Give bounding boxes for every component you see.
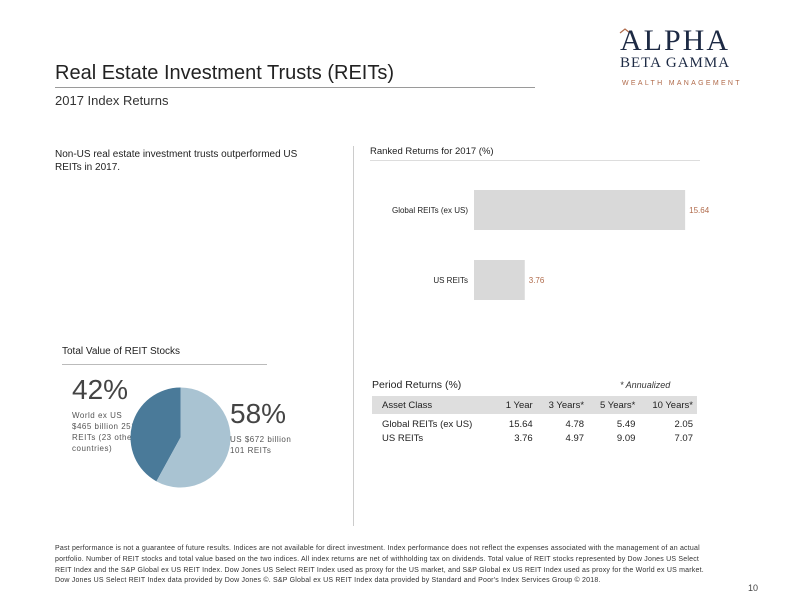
column-header: Asset Class — [372, 396, 496, 414]
world-description: World ex US $465 billion 251 REITs (23 o… — [72, 411, 137, 453]
page-number: 10 — [748, 583, 759, 593]
disclaimer-text: Past performance is not a guarantee of f… — [55, 545, 704, 585]
intro-text: Non-US real estate investment trusts out… — [55, 149, 298, 173]
pie-slice-0 — [130, 387, 181, 482]
column-header: 10 Years* — [639, 396, 697, 414]
total-value-divider — [62, 364, 267, 365]
column-header: 1 Year — [495, 396, 537, 414]
column-header: 3 Years* — [536, 396, 589, 414]
us-percent: 58% — [230, 398, 287, 429]
table-cell: 4.97 — [565, 432, 585, 444]
bar-value-label: 15.64 — [689, 206, 710, 215]
table-cell: 5.49 — [616, 418, 636, 430]
logo-wealth-management: WEALTH MANAGEMENT — [622, 80, 742, 87]
table-cell: 3.76 — [514, 432, 533, 444]
period-returns-title: Period Returns (%) — [372, 379, 462, 391]
page-title: Real Estate Investment Trusts (REITs) — [55, 62, 394, 84]
column-header: 5 Years* — [588, 396, 640, 414]
table-row: Global REITs (ex US) 15.64 4.78 5.49 2.0… — [372, 414, 697, 431]
table-cell: 4.78 — [565, 418, 585, 430]
logo-beta-gamma: BETA GAMMA — [620, 55, 731, 71]
total-value-title: Total Value of REIT Stocks — [62, 346, 181, 357]
bar-value-label: 3.76 — [529, 276, 545, 285]
bar-category-label: US REITs — [433, 276, 468, 285]
annualized-note: * Annualized — [620, 380, 671, 390]
table-cell: Global REITs (ex US) — [382, 418, 473, 430]
table-cell: 15.64 — [508, 418, 533, 430]
ranked-returns-chart: Global REITs (ex US) 15.64 US REITs 3.76 — [392, 190, 710, 300]
ranked-returns-divider — [370, 160, 700, 161]
table-cell: 2.05 — [674, 418, 694, 430]
column-divider — [353, 146, 354, 526]
bar-category-label: Global REITs (ex US) — [392, 206, 468, 215]
logo-accent-icon — [619, 28, 631, 34]
table-row: US REITs 3.76 4.97 9.09 7.07 — [372, 431, 697, 445]
reit-value-pie-chart — [130, 387, 231, 488]
bar-1 — [474, 260, 525, 300]
bar-0 — [474, 190, 686, 230]
table-cell: 7.07 — [674, 432, 694, 444]
ranked-returns-title: Ranked Returns for 2017 (%) — [370, 146, 494, 157]
logo-alpha: ALPHA — [620, 24, 731, 57]
title-divider — [55, 87, 535, 88]
world-percent: 42% — [72, 374, 129, 405]
table-cell: US REITs — [382, 432, 424, 444]
us-description: US $672 billion 101 REITs — [230, 435, 292, 455]
table-header-row: Asset Class 1 Year 3 Years* 5 Years* 10 … — [372, 396, 697, 414]
page-subtitle: 2017 Index Returns — [55, 93, 169, 108]
pie-slice-1 — [156, 387, 231, 488]
table-cell: 9.09 — [616, 432, 636, 444]
period-returns-table: Asset Class 1 Year 3 Years* 5 Years* 10 … — [372, 396, 697, 445]
